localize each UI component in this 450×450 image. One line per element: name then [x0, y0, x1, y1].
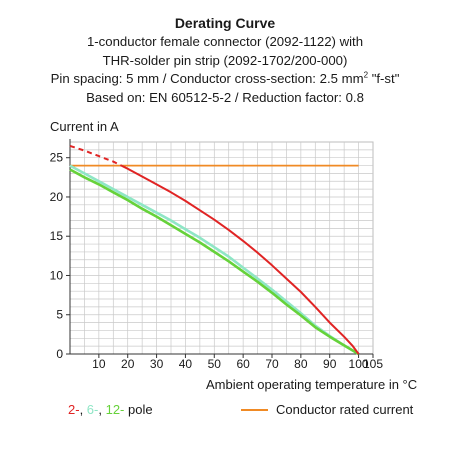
pole-legend: 2-, 6-, 12- pole	[68, 402, 153, 417]
rated-current-legend-swatch	[241, 408, 268, 411]
y-tick-label: 25	[50, 151, 64, 165]
y-tick-label: 10	[50, 268, 64, 282]
subtitle-line-3-superscript: 2	[363, 70, 369, 80]
y-tick-label: 20	[50, 190, 64, 204]
pole-legend-part: 12-	[105, 402, 125, 417]
x-tick-label: 30	[150, 357, 164, 371]
x-tick-label: 70	[265, 357, 279, 371]
x-axis-label: Ambient operating temperature in °C	[206, 377, 417, 392]
x-tick-label: 10	[92, 357, 106, 371]
x-tick-label: 90	[323, 357, 337, 371]
pole-legend-part: 6-	[86, 402, 99, 417]
series-12-pole-line	[69, 168, 360, 356]
y-tick-label: 15	[50, 229, 64, 243]
x-tick-label: 40	[179, 357, 193, 371]
x-tick-label: 100	[349, 357, 369, 371]
subtitle-line-1: 1-conductor female connector (2092-1122)…	[86, 34, 364, 49]
series-2-pole-line	[121, 164, 360, 355]
x-tick-label: 105	[363, 357, 383, 371]
pole-legend-part: 2-	[68, 402, 80, 417]
plot-frame	[69, 141, 374, 355]
y-tick-label: 5	[56, 308, 63, 322]
pole-legend-part: ,	[79, 402, 87, 417]
x-tick-label: 50	[208, 357, 222, 371]
subtitle-line-3-prefix: Pin spacing: 5 mm / Conductor cross-sect…	[50, 71, 364, 86]
chart-title: Derating Curve	[174, 15, 276, 31]
subtitle-line-2: THR-solder pin strip (2092-1702/200-000)	[102, 52, 348, 68]
rated-current-legend: Conductor rated current	[241, 402, 413, 417]
x-tick-label: 80	[294, 357, 308, 371]
subtitle-line-4: Based on: EN 60512-5-2 / Reduction facto…	[86, 89, 364, 105]
pole-legend-part: pole	[124, 402, 153, 417]
y-tick-label: 0	[56, 347, 63, 361]
subtitle-line-3-suffix: "f-st"	[368, 71, 400, 86]
x-tick-label: 60	[236, 357, 250, 371]
rated-current-legend-label: Conductor rated current	[276, 402, 414, 417]
y-axis-label: Current in A	[50, 119, 119, 134]
chart-header: Derating Curve 1-conductor female connec…	[0, 14, 450, 107]
subtitle-line-3: Pin spacing: 5 mm / Conductor cross-sect…	[0, 70, 450, 89]
series-6-pole-line	[69, 164, 360, 356]
pole-legend-part: ,	[98, 402, 106, 417]
series-2-pole-dashed-line	[69, 144, 123, 167]
x-tick-label: 20	[121, 357, 135, 371]
